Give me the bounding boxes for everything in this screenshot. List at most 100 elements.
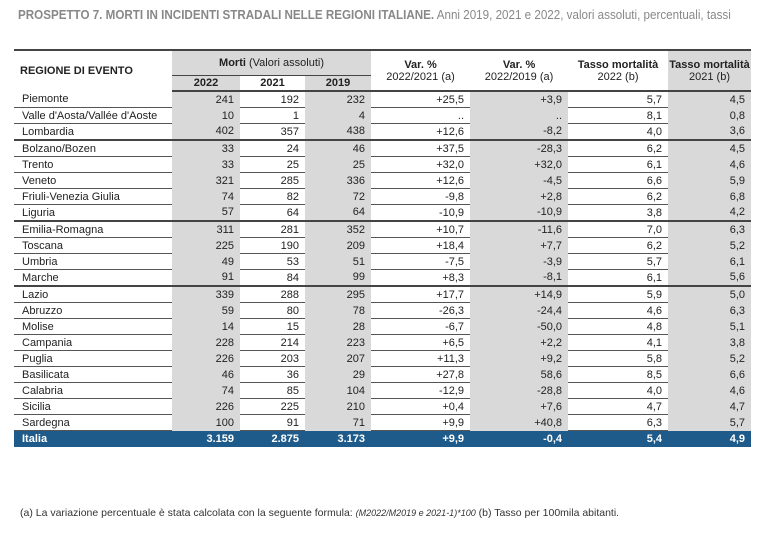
cell-deaths-2022: 49 [172, 253, 240, 270]
cell-deaths-2021: 36 [240, 366, 305, 383]
cell-rate-2021: 5,7 [668, 414, 752, 431]
cell-deaths-2019: 336 [305, 172, 372, 189]
cell-rate-2021: 5,9 [668, 172, 752, 189]
cell-rate-2021: 6,6 [668, 366, 752, 383]
cell-var-2022-2021: +9,9 [371, 430, 471, 447]
cell-deaths-2022: 339 [172, 286, 240, 303]
cell-rate-2022: 4,7 [568, 398, 669, 415]
cell-var-2022-2021: -9,8 [371, 188, 471, 205]
cell-deaths-2022: 91 [172, 269, 240, 287]
cell-deaths-2021: 85 [240, 382, 305, 399]
cell-region: Marche [14, 269, 172, 287]
cell-rate-2022: 6,1 [568, 156, 669, 173]
cell-deaths-2021: 80 [240, 302, 305, 319]
cell-rate-2021: 5,0 [668, 286, 752, 303]
cell-rate-2022: 4,6 [568, 302, 669, 319]
table-row: Marche 91 84 99 +8,3 -8,1 6,1 5,6 [14, 269, 752, 287]
cell-rate-2021: 4,5 [668, 140, 752, 157]
cell-var-2022-2021: +37,5 [371, 140, 471, 157]
cell-var-2022-2019: +14,9 [470, 286, 569, 303]
cell-deaths-2019: 209 [305, 237, 372, 254]
cell-deaths-2022: 100 [172, 414, 240, 431]
cell-region: Valle d'Aosta/Vallée d'Aoste [14, 107, 172, 124]
cell-region: Puglia [14, 350, 172, 367]
cell-deaths-2019: 29 [305, 366, 372, 383]
cell-var-2022-2021: +25,5 [371, 91, 471, 108]
cell-region: Basilicata [14, 366, 172, 383]
cell-deaths-2021: 1 [240, 107, 305, 124]
table-title: PROSPETTO 7. MORTI IN INCIDENTI STRADALI… [18, 8, 731, 22]
cell-var-2022-2021: +32,0 [371, 156, 471, 173]
table-row: Friuli-Venezia Giulia 74 82 72 -9,8 +2,8 6,2 6,… [14, 188, 752, 205]
cell-deaths-2022: 241 [172, 91, 240, 108]
cell-var-2022-2021: +27,8 [371, 366, 471, 383]
cell-region: Sicilia [14, 398, 172, 415]
cell-region: Toscana [14, 237, 172, 254]
cell-var-2022-2019: -24,4 [470, 302, 569, 319]
cell-deaths-2022: 10 [172, 107, 240, 124]
cell-rate-2021: 4,5 [668, 91, 752, 108]
header-2019: 2019 [305, 75, 372, 92]
cell-rate-2022: 5,7 [568, 253, 669, 270]
cell-deaths-2019: 78 [305, 302, 372, 319]
header-2022: 2022 [172, 75, 240, 92]
cell-region: Campania [14, 334, 172, 351]
cell-region: Abruzzo [14, 302, 172, 319]
cell-deaths-2022: 74 [172, 382, 240, 399]
table-row: Valle d'Aosta/Vallée d'Aoste 10 1 4.... 8,1 0… [14, 107, 752, 124]
cell-rate-2021: 6,8 [668, 188, 752, 205]
cell-rate-2021: 5,6 [668, 269, 752, 287]
cell-deaths-2019: 64 [305, 204, 372, 222]
cell-deaths-2019: 295 [305, 286, 372, 303]
cell-var-2022-2019: -10,9 [470, 204, 569, 222]
cell-deaths-2022: 226 [172, 350, 240, 367]
cell-rate-2022: 3,8 [568, 204, 669, 222]
cell-deaths-2022: 226 [172, 398, 240, 415]
table-row: Campania 228 214 223 +6,5 +2,2 4,1 3,8 [14, 334, 752, 351]
cell-var-2022-2021: -10,9 [371, 204, 471, 222]
table-row: Liguria 57 64 64 -10,9 -10,9 3,8 4,2 [14, 204, 752, 222]
cell-rate-2021: 6,3 [668, 221, 752, 238]
cell-var-2022-2021: .. [371, 107, 471, 124]
cell-deaths-2019: 25 [305, 156, 372, 173]
cell-region: Molise [14, 318, 172, 335]
table-row: Basilicata 46 36 29 +27,8 58,6 8,5 6,6 [14, 366, 752, 383]
cell-rate-2021: 6,3 [668, 302, 752, 319]
cell-deaths-2019: 438 [305, 123, 372, 141]
cell-var-2022-2021: -6,7 [371, 318, 471, 335]
table-row: Bolzano/Bozen 33 24 46 +37,5 -28,3 6,2 4,5 [14, 140, 752, 157]
cell-rate-2022: 4,0 [568, 382, 669, 399]
cell-region: Trento [14, 156, 172, 173]
cell-rate-2021: 0,8 [668, 107, 752, 124]
cell-var-2022-2019: +7,6 [470, 398, 569, 415]
table-row: Umbria 49 53 51 -7,5 -3,9 5,7 6,1 [14, 253, 752, 270]
header-tasso-2021: Tasso mortalità 2021 (b) [668, 49, 752, 92]
cell-deaths-2021: 15 [240, 318, 305, 335]
cell-region: Italia [14, 430, 172, 447]
cell-deaths-2021: 2.875 [240, 430, 305, 447]
table-row: Lazio 339 288 295 +17,7 +14,9 5,9 5,0 [14, 286, 752, 303]
cell-rate-2022: 5,7 [568, 91, 669, 108]
table-row: Puglia 226 203 207 +11,3 +9,2 5,8 5,2 [14, 350, 752, 367]
cell-region: Bolzano/Bozen [14, 140, 172, 157]
cell-var-2022-2019: -28,8 [470, 382, 569, 399]
cell-region: Lombardia [14, 123, 172, 141]
cell-rate-2022: 6,2 [568, 140, 669, 157]
table-row: Piemonte 241 192 232 +25,5 +3,9 5,7 4,5 [14, 91, 752, 108]
header-region: REGIONE DI EVENTO [14, 49, 172, 91]
table-row: Abruzzo 59 80 78 -26,3 -24,4 4,6 6,3 [14, 302, 752, 319]
cell-deaths-2022: 228 [172, 334, 240, 351]
cell-deaths-2019: 28 [305, 318, 372, 335]
cell-deaths-2021: 357 [240, 123, 305, 141]
cell-var-2022-2019: +2,8 [470, 188, 569, 205]
cell-region: Friuli-Venezia Giulia [14, 188, 172, 205]
cell-rate-2021: 3,8 [668, 334, 752, 351]
cell-var-2022-2019: -50,0 [470, 318, 569, 335]
cell-rate-2021: 3,6 [668, 123, 752, 141]
cell-deaths-2019: 210 [305, 398, 372, 415]
table-row: Sardegna 100 91 71 +9,9 +40,8 6,3 5,7 [14, 414, 752, 431]
cell-deaths-2019: 46 [305, 140, 372, 157]
cell-var-2022-2021: +11,3 [371, 350, 471, 367]
cell-deaths-2019: 232 [305, 91, 372, 108]
cell-region: Liguria [14, 204, 172, 222]
